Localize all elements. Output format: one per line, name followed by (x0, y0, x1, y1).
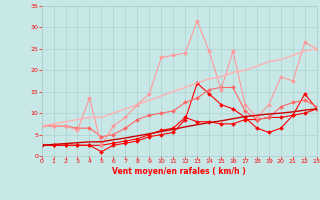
X-axis label: Vent moyen/en rafales ( km/h ): Vent moyen/en rafales ( km/h ) (112, 167, 246, 176)
